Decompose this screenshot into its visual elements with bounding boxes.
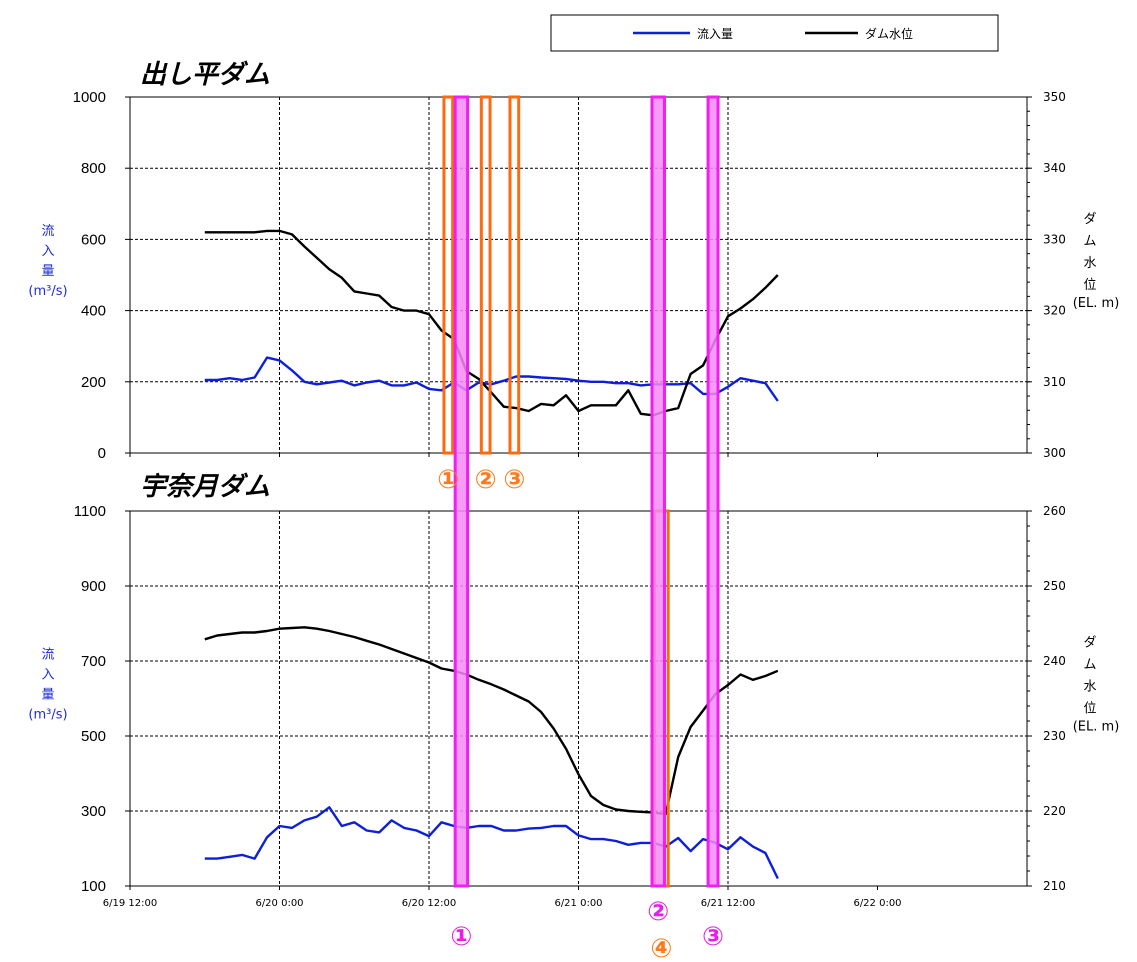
y-tick-label-left: 100: [81, 878, 106, 895]
y-tick-label-left: 200: [81, 374, 106, 391]
legend-label-level: ダム水位: [865, 26, 913, 41]
y-label-left: (m³/s): [28, 284, 67, 299]
chart-title-unazuki: 宇奈月ダム: [140, 472, 270, 502]
operation-band-orange: [508, 95, 521, 455]
y-tick-label-right: 230: [1043, 729, 1066, 743]
y-tick-label-right: 260: [1043, 504, 1066, 518]
y-tick-label-left: 400: [81, 303, 106, 320]
y-tick-label-right: 300: [1043, 446, 1066, 460]
operation-label-orange: ①: [437, 465, 459, 495]
y-label-left: 流: [41, 224, 54, 239]
legend-label-inflow: 流入量: [697, 27, 733, 41]
operation-bands: [442, 95, 720, 888]
y-tick-label-right: 240: [1043, 654, 1066, 668]
y-tick-label-left: 1000: [73, 89, 106, 106]
y-label-right: 水: [1083, 256, 1096, 271]
x-tick-label: 6/21 12:00: [701, 898, 755, 909]
panel-dashidaira: 0 200 400 600 800 1000 300 310 320 330 340 350 流入量 (m…: [28, 89, 1119, 462]
y-label-right: (EL. m): [1073, 296, 1120, 311]
operation-band-orange: [479, 95, 492, 455]
operation-band-orange: [442, 95, 455, 455]
y-tick-label-left: 800: [81, 160, 106, 177]
y-label-right: 水: [1083, 680, 1096, 695]
y-tick-label-left: 500: [81, 728, 106, 745]
y-label-left: 流: [41, 648, 54, 663]
y-tick-label-right: 350: [1043, 90, 1066, 104]
y-label-right: ム: [1083, 234, 1096, 249]
y-label-right: 位: [1083, 278, 1096, 293]
legend-box: [550, 14, 999, 52]
operation-band-magenta: [706, 95, 720, 888]
y-tick-label-right: 320: [1043, 304, 1066, 318]
y-label-right: ム: [1083, 658, 1096, 673]
y-tick-label-right: 220: [1043, 804, 1066, 818]
operation-label-orange: ③: [503, 465, 525, 495]
operation-band-magenta: [650, 95, 666, 888]
operation-label-orange: ②: [475, 465, 497, 495]
y-tick-label-left: 0: [98, 445, 106, 462]
operation-label-magenta: ②: [647, 897, 669, 927]
operation-label-magenta: ①: [450, 922, 472, 952]
y-tick-label-right: 340: [1043, 161, 1066, 175]
y-tick-label-right: 330: [1043, 232, 1066, 246]
x-tick-label: 6/20 0:00: [255, 898, 303, 909]
y-label-left: 量: [41, 264, 54, 279]
x-tick-label: 6/21 0:00: [554, 898, 602, 909]
series-line-level: [204, 626, 779, 816]
y-tick-label-right: 310: [1043, 375, 1066, 389]
y-tick-label-left: 700: [81, 653, 106, 670]
x-tick-label: 6/22 0:00: [853, 898, 901, 909]
x-tick-label: 6/19 12:00: [103, 898, 157, 909]
y-label-left: 入: [41, 244, 54, 259]
chart-title-dashidaira: 出し平ダム: [140, 60, 270, 90]
y-label-left: (m³/s): [28, 708, 67, 723]
y-tick-label-left: 300: [81, 803, 106, 820]
y-label-right: ダ: [1083, 636, 1096, 651]
y-label-right: ダ: [1083, 212, 1096, 227]
panel-unazuki: 100 300 500 700 900 1100 210 220 230 240 250 260 流入量…: [28, 503, 1119, 895]
legend: 流入量 ダム水位: [550, 14, 999, 52]
x-tick-label: 6/20 12:00: [402, 898, 456, 909]
y-label-right: (EL. m): [1073, 720, 1120, 735]
operation-label-orange: ④: [650, 934, 672, 962]
y-label-left: 量: [41, 688, 54, 703]
y-tick-label-left: 600: [81, 231, 106, 248]
y-tick-label-right: 210: [1043, 879, 1066, 893]
y-tick-label-left: 900: [81, 578, 106, 595]
series-line-inflow: [204, 806, 779, 880]
y-tick-label-left: 1100: [74, 503, 106, 520]
y-label-right: 位: [1083, 702, 1096, 717]
operation-label-magenta: ③: [702, 922, 724, 952]
x-axis-labels: 6/19 12:00 6/20 0:00 6/20 12:00 6/21 0:00 6/…: [103, 898, 902, 909]
operation-band-magenta: [453, 95, 470, 888]
y-tick-label-right: 250: [1043, 579, 1066, 593]
y-label-left: 入: [41, 668, 54, 683]
